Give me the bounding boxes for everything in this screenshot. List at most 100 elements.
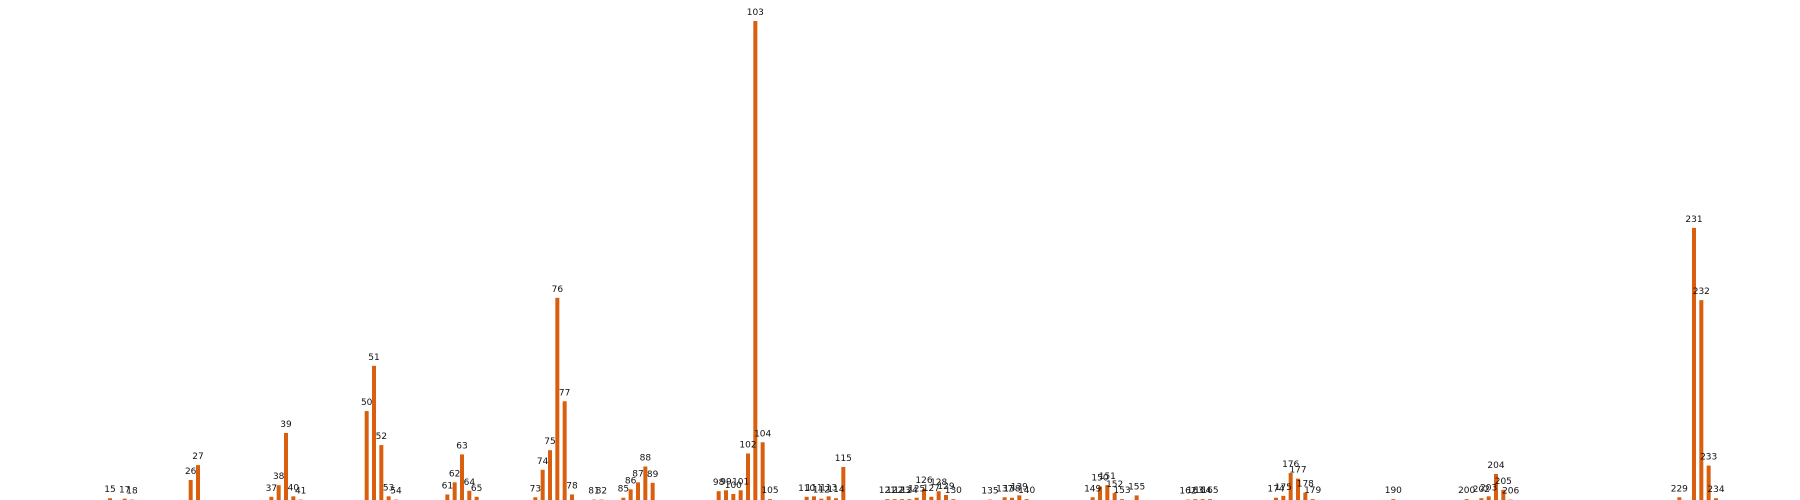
bar-label-63: 63: [456, 441, 467, 451]
bar-label-113: 113: [820, 483, 837, 493]
bar-86: [628, 489, 633, 500]
bar-label-50: 50: [361, 398, 373, 408]
bar-26: [188, 480, 193, 500]
bar-129: [944, 494, 948, 500]
bar-126: [922, 488, 926, 500]
bar-115: [841, 466, 846, 500]
bar-label-18: 18: [126, 487, 138, 497]
bar-38: [276, 485, 281, 500]
bar-149: [1090, 497, 1095, 500]
bar-label-138: 138: [1003, 485, 1020, 495]
bar-label-75: 75: [544, 437, 555, 447]
bar-74: [540, 469, 545, 500]
bar-label-78: 78: [566, 481, 578, 491]
bar-label-15: 15: [104, 485, 115, 495]
bar-label-73: 73: [530, 484, 541, 494]
bar-112: [819, 498, 824, 500]
bar-label-178: 178: [1297, 480, 1314, 490]
bar-139: [1017, 495, 1022, 500]
bar-label-234: 234: [1707, 485, 1724, 495]
bar-label-149: 149: [1084, 484, 1101, 494]
bar-232: [1699, 300, 1704, 500]
bar-label-39: 39: [280, 420, 292, 430]
bar-label-125: 125: [908, 485, 925, 495]
bar-label-128: 128: [930, 478, 947, 488]
bar-label-151: 151: [1099, 472, 1116, 482]
bar-17: [122, 498, 127, 500]
bar-155: [1134, 495, 1139, 500]
bar-label-115: 115: [835, 454, 852, 464]
bar-178: [1303, 492, 1308, 500]
bar-label-122: 122: [886, 486, 903, 496]
bar-label-114: 114: [827, 485, 844, 495]
bar-label-112: 112: [813, 486, 830, 496]
bar-label-204: 204: [1487, 461, 1504, 471]
bar-177: [1295, 478, 1300, 500]
bar-label-37: 37: [266, 484, 277, 494]
bar-98: [716, 491, 721, 500]
bar-label-153: 153: [1113, 486, 1130, 496]
bar-label-76: 76: [552, 285, 564, 295]
bar-89: [650, 482, 655, 500]
bar-114: [834, 498, 838, 500]
bar-103: [753, 21, 758, 500]
bar-label-175: 175: [1275, 483, 1292, 493]
bar-73: [533, 497, 538, 500]
bar-label-62: 62: [449, 469, 460, 479]
bar-label-54: 54: [390, 487, 402, 497]
bar-label-150: 150: [1091, 474, 1108, 484]
bar-152: [1112, 493, 1117, 500]
bar-64: [467, 490, 472, 500]
bar-27: [196, 465, 200, 500]
bar-104: [760, 442, 765, 500]
bar-label-53: 53: [383, 483, 394, 493]
bar-label-110: 110: [798, 484, 815, 494]
bar-231: [1691, 227, 1696, 500]
bar-label-52: 52: [376, 432, 387, 442]
bar-label-165: 165: [1201, 486, 1218, 496]
bar-77: [562, 401, 567, 500]
bar-label-190: 190: [1385, 486, 1402, 496]
bar-151: [1105, 485, 1110, 500]
bar-125: [914, 497, 919, 500]
bar-110: [804, 496, 809, 500]
bar-202: [1479, 498, 1484, 500]
bar-label-124: 124: [901, 486, 918, 496]
bar-label-111: 111: [805, 483, 822, 493]
bar-label-51: 51: [368, 353, 379, 363]
bar-88: [643, 466, 648, 500]
bar-label-129: 129: [937, 482, 954, 492]
bar-113: [826, 496, 831, 500]
bar-label-130: 130: [945, 486, 962, 496]
bar-label-86: 86: [625, 476, 637, 486]
bar-label-102: 102: [739, 440, 756, 450]
bar-62: [452, 482, 457, 500]
bar-229: [1677, 497, 1682, 500]
bar-label-163: 163: [1187, 486, 1204, 496]
bar-label-152: 152: [1106, 480, 1123, 490]
bar-37: [269, 496, 274, 500]
bar-label-17: 17: [119, 486, 130, 496]
bar-234: [1713, 498, 1718, 500]
bar-233: [1706, 465, 1711, 500]
bar-85: [621, 497, 626, 500]
bar-label-87: 87: [632, 469, 643, 479]
bar-label-177: 177: [1289, 466, 1306, 476]
bar-75: [548, 450, 552, 500]
bar-label-229: 229: [1671, 484, 1688, 494]
bar-label-98: 98: [713, 478, 725, 488]
bar-label-88: 88: [640, 454, 652, 464]
bar-50: [364, 411, 369, 500]
bar-65: [474, 496, 479, 500]
bar-label-139: 139: [1011, 482, 1028, 492]
bar-205: [1501, 489, 1506, 500]
bar-39: [284, 432, 288, 500]
bar-label-64: 64: [464, 478, 476, 488]
bar-label-105: 105: [761, 486, 778, 496]
bar-53: [386, 496, 391, 500]
bar-150: [1098, 486, 1102, 500]
bar-label-123: 123: [893, 486, 910, 496]
bar-label-200: 200: [1458, 486, 1475, 496]
